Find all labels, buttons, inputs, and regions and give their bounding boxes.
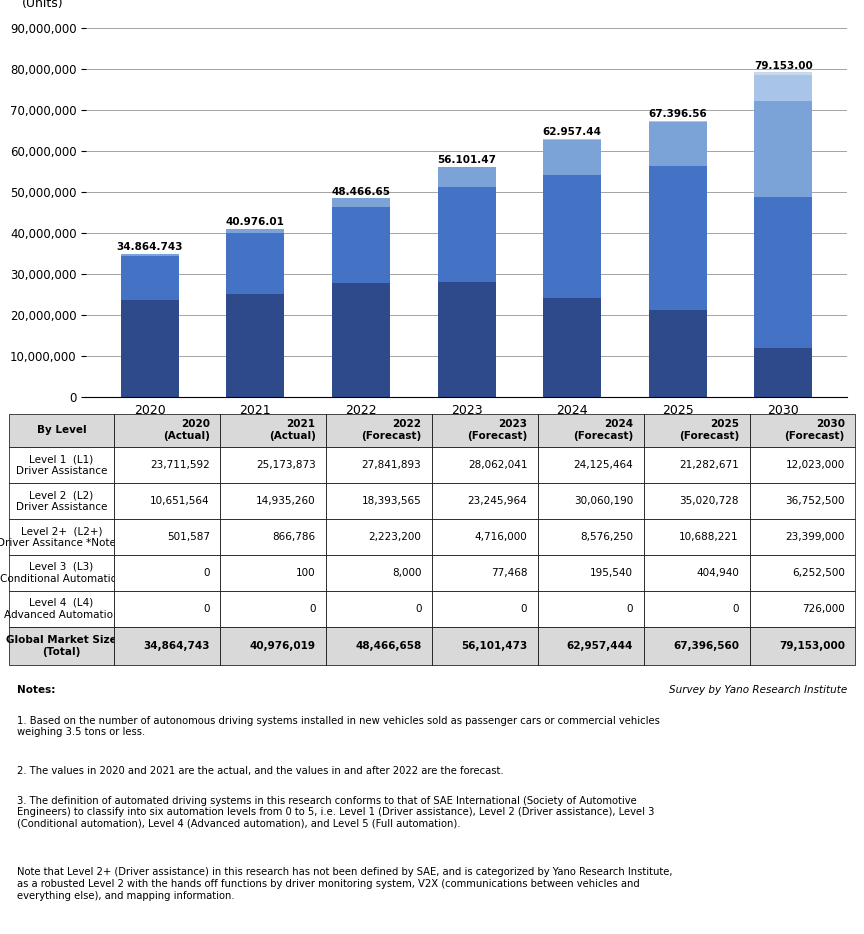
Bar [226, 229, 284, 233]
Bar [543, 140, 601, 175]
Text: 34.864.743: 34.864.743 [117, 243, 183, 252]
Text: 56.101.47: 56.101.47 [437, 155, 496, 165]
Bar [754, 101, 812, 197]
Bar [754, 197, 812, 347]
Text: Survey by Yano Research Institute: Survey by Yano Research Institute [669, 685, 847, 695]
Text: 48.466.65: 48.466.65 [332, 187, 391, 197]
Text: 62.957.44: 62.957.44 [543, 127, 601, 137]
Bar [543, 298, 601, 397]
Text: Notes:: Notes: [17, 685, 55, 695]
Bar [437, 167, 496, 187]
Text: Note that Level 2+ (Driver assistance) in this research has not been defined by : Note that Level 2+ (Driver assistance) i… [17, 868, 672, 900]
Bar [332, 207, 390, 283]
Text: 3. The definition of automated driving systems in this research conforms to that: 3. The definition of automated driving s… [17, 796, 655, 828]
Bar [226, 294, 284, 397]
Bar [754, 73, 812, 76]
Bar [121, 300, 179, 397]
Text: (Units): (Units) [22, 0, 63, 9]
Bar [332, 283, 390, 397]
Text: 1. Based on the number of autonomous driving systems installed in new vehicles s: 1. Based on the number of autonomous dri… [17, 715, 660, 737]
Bar [754, 347, 812, 397]
Bar [754, 76, 812, 101]
Bar [649, 310, 707, 397]
Bar [226, 233, 284, 294]
Bar [437, 282, 496, 397]
Bar [437, 187, 496, 282]
Bar [649, 122, 707, 166]
Bar [649, 166, 707, 310]
Text: 67.396.56: 67.396.56 [648, 109, 707, 119]
Text: ζζ: ζζ [722, 419, 739, 434]
Text: 2. The values in 2020 and 2021 are the actual, and the values in and after 2022 : 2. The values in 2020 and 2021 are the a… [17, 766, 504, 776]
Bar [332, 198, 390, 207]
Bar [543, 175, 601, 298]
Bar [649, 120, 707, 122]
Bar [121, 254, 179, 256]
Text: (Number of vehicles equipped with ADAS/ autonomous systems): (Number of vehicles equipped with ADAS/ … [465, 471, 847, 484]
Text: 40.976.01: 40.976.01 [226, 218, 285, 227]
Bar [121, 256, 179, 300]
Text: 79.153.00: 79.153.00 [754, 61, 813, 71]
